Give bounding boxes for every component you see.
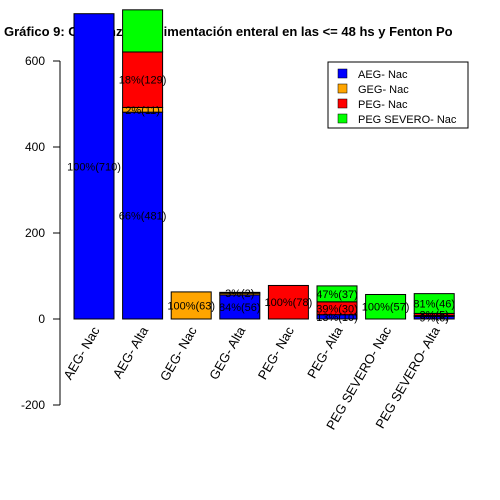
data-label: 100%(63) xyxy=(167,300,215,312)
bar-segment xyxy=(219,291,261,294)
bar-segment xyxy=(170,291,212,320)
legend-label: GEG- Nac xyxy=(358,84,409,96)
data-label: 47%(37) xyxy=(316,289,358,301)
legend-label: PEG SEVERO- Nac xyxy=(358,114,457,126)
y-tick-label: 200 xyxy=(25,226,45,240)
x-axis-category-labels: AEG- Nac AEG- Alta GEG- Nac GEG- Alta PEG- N… xyxy=(60,323,443,432)
data-label: 18%(129) xyxy=(119,75,167,87)
data-label: 13%(10) xyxy=(316,312,358,324)
data-label: 100%(710) xyxy=(67,161,121,173)
data-label: 81%(46) xyxy=(413,299,455,311)
data-label: 9%(6) xyxy=(420,313,449,325)
bar-segment xyxy=(73,13,115,320)
data-label: 2%(11) xyxy=(125,105,160,117)
legend-label: PEG- Nac xyxy=(358,99,408,111)
bars-group xyxy=(73,9,455,320)
legend-label: AEG- Nac xyxy=(358,69,408,81)
legend-swatch xyxy=(337,98,348,109)
data-label: 3%(2) xyxy=(225,288,254,300)
legend-box xyxy=(327,61,469,129)
x-category-label: PEG- Alta xyxy=(304,323,346,381)
y-tick-label: 400 xyxy=(25,140,45,154)
bar-segment xyxy=(267,284,309,320)
data-label: 100%(78) xyxy=(265,297,313,309)
data-label: 100%(57) xyxy=(362,302,410,314)
data-label: 66%(481) xyxy=(119,211,167,223)
x-category-label: AEG- Alta xyxy=(110,323,152,381)
bar-segment xyxy=(122,9,164,53)
legend-swatch xyxy=(337,113,348,124)
y-tick-label: 0 xyxy=(38,312,45,326)
y-tick-label: 600 xyxy=(25,54,45,68)
bar-segment xyxy=(365,293,407,320)
x-category-label: PEG- Nac xyxy=(255,324,297,383)
x-category-label: GEG- Nac xyxy=(157,324,200,384)
legend: AEG- Nac GEG- Nac PEG- Nac PEG SEVERO- Nac xyxy=(327,61,469,129)
data-label: 3%(5) xyxy=(420,309,449,321)
bar-segment xyxy=(122,111,164,320)
legend-swatch xyxy=(337,68,348,79)
y-tick-label: -200 xyxy=(21,398,45,412)
data-label: 39%(30) xyxy=(316,303,358,315)
x-category-label: GEG- Alta xyxy=(206,323,249,382)
x-category-label: AEG- Nac xyxy=(60,324,102,383)
legend-swatch xyxy=(337,83,348,94)
data-labels-group: 100%(710) 66%(481) 2%(11) 18%(129) 100%(63) 8… xyxy=(67,75,455,325)
bar-segment xyxy=(413,293,455,314)
bar-segment xyxy=(122,51,164,108)
data-label: 84%(56) xyxy=(219,302,261,314)
chart-title: Gráfico 9: Comienzo de alimentación ente… xyxy=(4,24,453,39)
bar-segment xyxy=(316,285,358,303)
bar-segment xyxy=(219,294,261,320)
y-axis-ticks: -200 0 200 400 600 xyxy=(21,54,60,412)
